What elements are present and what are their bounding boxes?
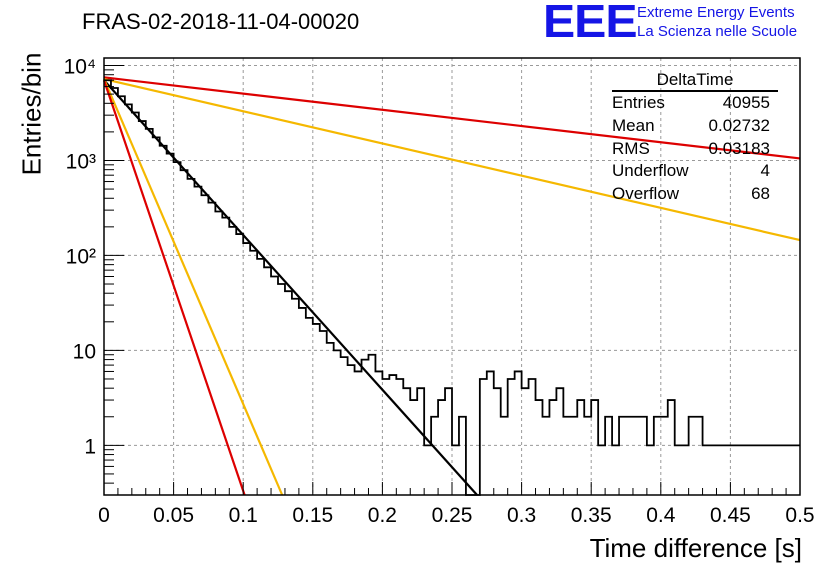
stats-row: Entries 40955 [612,92,778,115]
stats-value: 0.03183 [708,138,770,158]
stats-row: Overflow 68 [612,183,778,206]
stats-label: Entries [612,93,665,112]
stats-label: RMS [612,138,650,158]
fit-curve [103,76,801,160]
x-tick-label: 0.35 [571,504,612,527]
stats-label: Mean [612,115,655,135]
y-tick-label: 10³ [66,150,96,173]
stats-row: RMS 0.03183 [612,138,778,161]
eee-name-line2: La Scienza nelle Scuole [637,23,798,40]
x-axis-label: Time difference [s] [589,533,802,563]
stats-value: 68 [751,184,770,204]
y-tick-label: 10 [73,340,96,363]
fit-curves [102,76,801,496]
y-tick-label: 10² [66,245,96,268]
fit-curve [102,79,246,496]
x-tick-label: 0 [98,504,110,527]
y-tick-label: 10⁴ [64,56,96,79]
chart-title: FRAS-02-2018-11-04-00020 [82,9,360,34]
x-tick-label: 0.2 [368,504,397,527]
x-tick-label: 0.3 [507,504,536,527]
x-tick-label: 0.45 [710,504,751,527]
eee-project-name: Extreme Energy Events La Scienza nelle S… [637,3,797,41]
stats-row: Underflow 4 [612,160,778,183]
eee-logo: EEE [543,0,638,47]
histogram-outline [104,79,800,496]
x-tick-label: 0.25 [432,504,473,527]
y-tick-label: 1 [84,435,96,458]
stats-label: Overflow [612,184,680,204]
stats-value: 0.02732 [708,115,770,135]
stats-value: 4 [760,161,770,181]
fit-curve [103,77,801,242]
stats-box: DeltaTime Entries 40955 Mean 0.02732 RMS… [612,70,778,206]
tick-labels: 0 0.05 0.1 0.15 0.2 0.25 0.3 0.35 0.4 0.45 0.5 1 10 1… [64,56,815,527]
y-axis-label: Entries/bin [16,52,47,176]
x-tick-label: 0.5 [785,504,814,527]
x-tick-label: 0.1 [229,504,258,527]
stats-box-title: DeltaTime [612,70,778,92]
axis-ticks [103,65,801,496]
x-tick-label: 0.4 [646,504,676,527]
stats-label: Underflow [612,161,689,181]
histogram [104,79,800,496]
stats-value: 40955 [722,93,770,112]
fit-curve [102,78,284,496]
eee-name-line1: Extreme Energy Events [637,4,795,21]
stats-row: Mean 0.02732 [612,115,778,138]
x-tick-label: 0.15 [292,504,333,527]
x-tick-label: 0.05 [153,504,194,527]
